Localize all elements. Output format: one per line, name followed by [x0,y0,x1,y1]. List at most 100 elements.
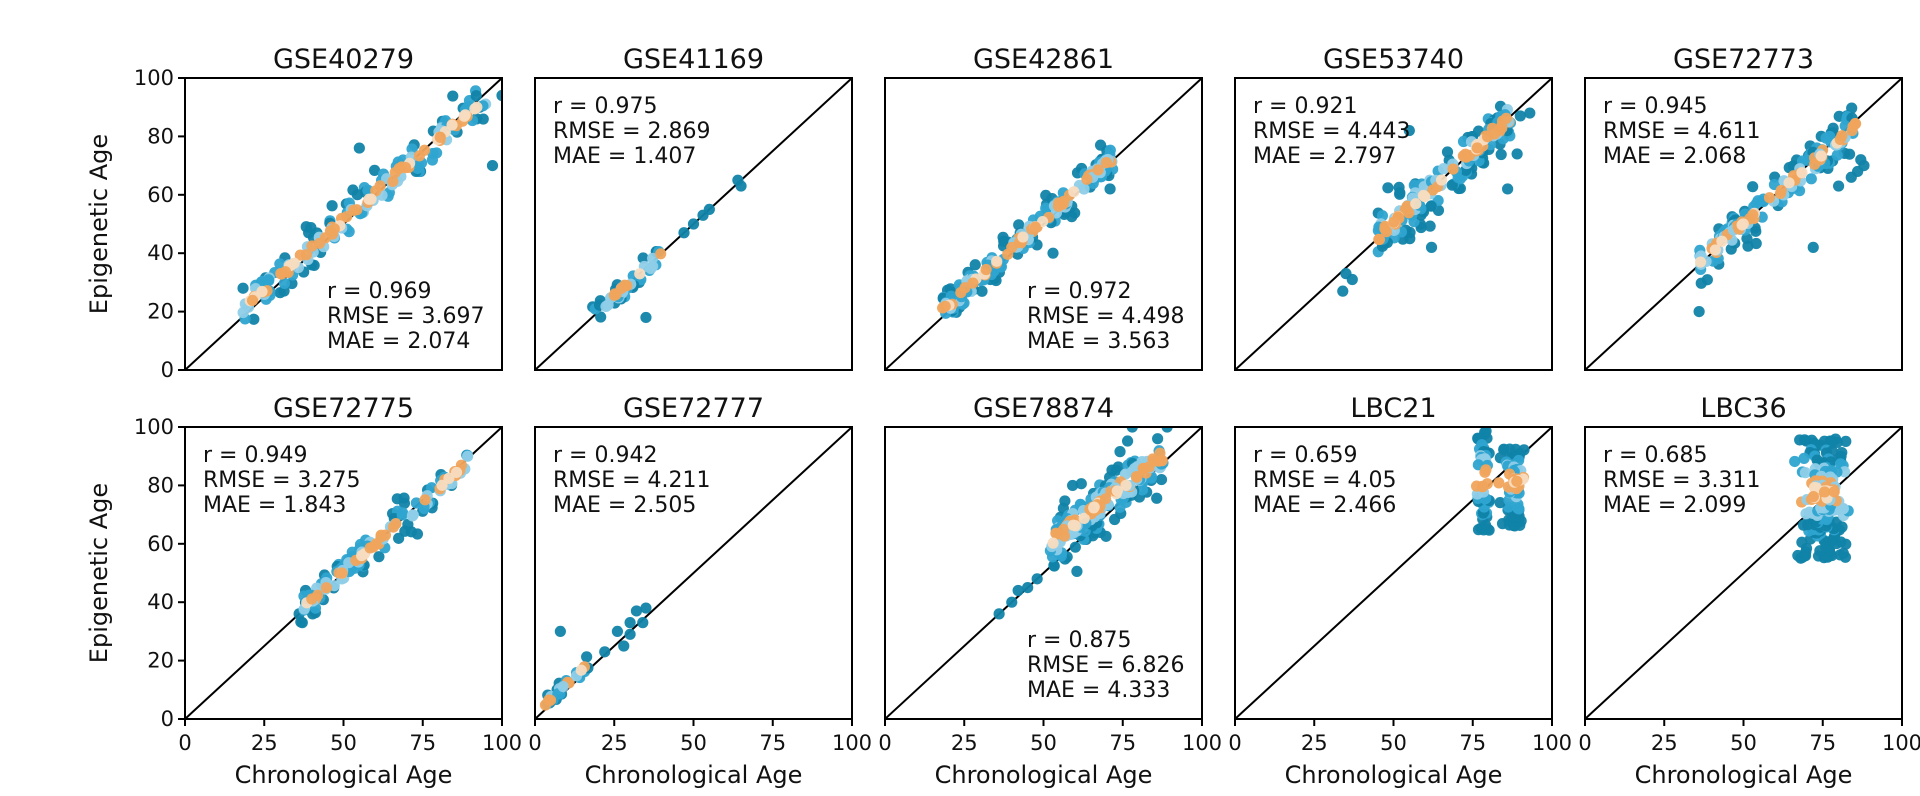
scatter-point-1-7 [637,252,649,264]
x-axis-label-9: Chronological Age [1635,761,1853,789]
scatter-point-1-14 [595,311,607,323]
scatter-point-7-31 [1155,473,1168,486]
scatter-point-2-167 [1100,157,1112,169]
scatter-point-4-1 [1693,306,1705,318]
scatter-point-0-56 [470,90,482,102]
scatter-point-3-1 [1424,220,1436,232]
axes-frame-1 [534,77,853,371]
subplot-title-8: LBC21 [1350,393,1436,424]
scatter-point-5-33 [402,518,414,531]
x-tick-label-6-50: 50 [680,731,707,755]
scatter-point-5-131 [436,479,448,491]
scatter-point-0-155 [319,232,332,244]
scatter-point-1-50 [634,268,646,280]
x-tick-label-5-0: 0 [178,731,191,755]
scatter-point-9-75 [1798,452,1810,464]
subplot-title-4: GSE72773 [1673,44,1814,75]
x-tick-label-5-50: 50 [330,731,357,755]
scatter-point-3-8 [1514,110,1526,122]
x-tick-label-7-0: 0 [878,731,891,755]
stat-r-1: r = 0.975 [553,94,657,119]
scatter-point-7-5 [1031,573,1043,585]
stat-r-0: r = 0.969 [327,279,431,304]
y-axis-label-0: Epigenetic Age [85,134,113,314]
scatter-point-1-48 [610,288,622,301]
scatter-point-3-4 [1346,273,1358,286]
scatter-point-2-173 [991,255,1003,267]
scatter-point-3-167 [1388,216,1400,228]
y-tick-label-0-20: 20 [147,300,174,324]
x-tick-label-9-50: 50 [1730,731,1757,755]
scatter-point-6-8 [624,617,636,629]
scatter-point-0-171 [399,162,412,174]
scatter-point-7-197 [1067,519,1079,531]
stat-mae-1: MAE = 1.407 [553,144,696,169]
subplot-title-5: GSE72775 [273,393,414,424]
stat-rmse-1: RMSE = 2.869 [553,119,711,144]
x-tick-label-7-50: 50 [1030,731,1057,755]
y-tick-label-5-0: 0 [161,707,174,731]
y-tick-label-5-40: 40 [147,590,174,614]
stat-mae-2: MAE = 3.563 [1027,329,1170,354]
scatter-point-9-87 [1789,455,1801,468]
scatter-point-4-8 [1747,181,1759,193]
scatter-point-6-0 [554,625,566,638]
x-axis-label-8: Chronological Age [1285,761,1503,789]
scatter-point-0-169 [328,223,340,235]
scatter-point-3-36 [1457,135,1470,148]
scatter-point-4-160 [1796,167,1808,179]
scatter-point-2-160 [939,300,951,312]
scatter-point-3-152 [1379,223,1391,235]
scatter-point-2-153 [1081,173,1093,185]
x-tick-label-8-25: 25 [1301,731,1328,755]
scatter-point-7-2 [1006,596,1018,608]
x-tick-label-8-100: 100 [1532,731,1572,755]
scatter-point-4-156 [1783,177,1795,189]
scatter-point-4-132 [1809,158,1821,170]
scatter-point-2-174 [1052,200,1065,212]
scatter-point-0-167 [279,266,292,278]
scatter-point-6-9 [581,651,593,663]
scatter-point-4-22 [1741,232,1753,245]
scatter-point-5-118 [443,472,455,484]
x-tick-label-8-0: 0 [1228,731,1241,755]
scatter-point-4-145 [1716,235,1728,247]
stat-mae-9: MAE = 2.099 [1603,493,1746,518]
subplot-title-3: GSE53740 [1323,44,1464,75]
scatter-point-5-53 [462,450,474,462]
stat-rmse-9: RMSE = 3.311 [1603,468,1761,493]
scatter-point-5-19 [295,616,307,628]
identity-line-9 [1585,427,1902,719]
scatter-point-9-35 [1796,536,1808,548]
scatter-point-4-6 [1855,154,1867,166]
x-tick-label-9-25: 25 [1651,731,1678,755]
scatter-point-0-103 [263,275,275,287]
scatter-point-0-162 [246,294,259,307]
scatter-point-6-3 [618,640,630,652]
scatter-point-0-8 [326,200,338,212]
scatter-point-3-51 [1446,179,1458,191]
scatter-point-0-173 [458,110,470,122]
scatter-point-0-174 [256,285,268,298]
scatter-point-7-13 [1114,446,1126,458]
y-tick-label-5-80: 80 [147,473,174,497]
scatter-point-5-115 [320,582,333,594]
scatter-point-4-13 [1695,277,1707,289]
subplot-title-7: GSE78874 [973,393,1114,424]
scatter-point-1-46 [600,300,612,313]
scatter-point-1-1 [678,227,690,239]
scatter-point-3-168 [1417,189,1430,202]
scatter-point-6-4 [624,628,636,640]
scatter-point-4-151 [1709,244,1721,256]
scatter-point-1-49 [655,248,667,260]
scatter-point-0-151 [469,103,481,115]
scatter-point-0-175 [434,131,446,143]
stat-rmse-3: RMSE = 4.443 [1253,119,1411,144]
scatter-point-0-2 [486,160,499,172]
stat-rmse-8: RMSE = 4.05 [1253,468,1397,493]
scatter-point-1-29 [647,260,659,272]
scatter-point-8-124 [1511,475,1523,487]
scatter-point-5-13 [398,497,411,509]
stat-mae-4: MAE = 2.068 [1603,144,1746,169]
